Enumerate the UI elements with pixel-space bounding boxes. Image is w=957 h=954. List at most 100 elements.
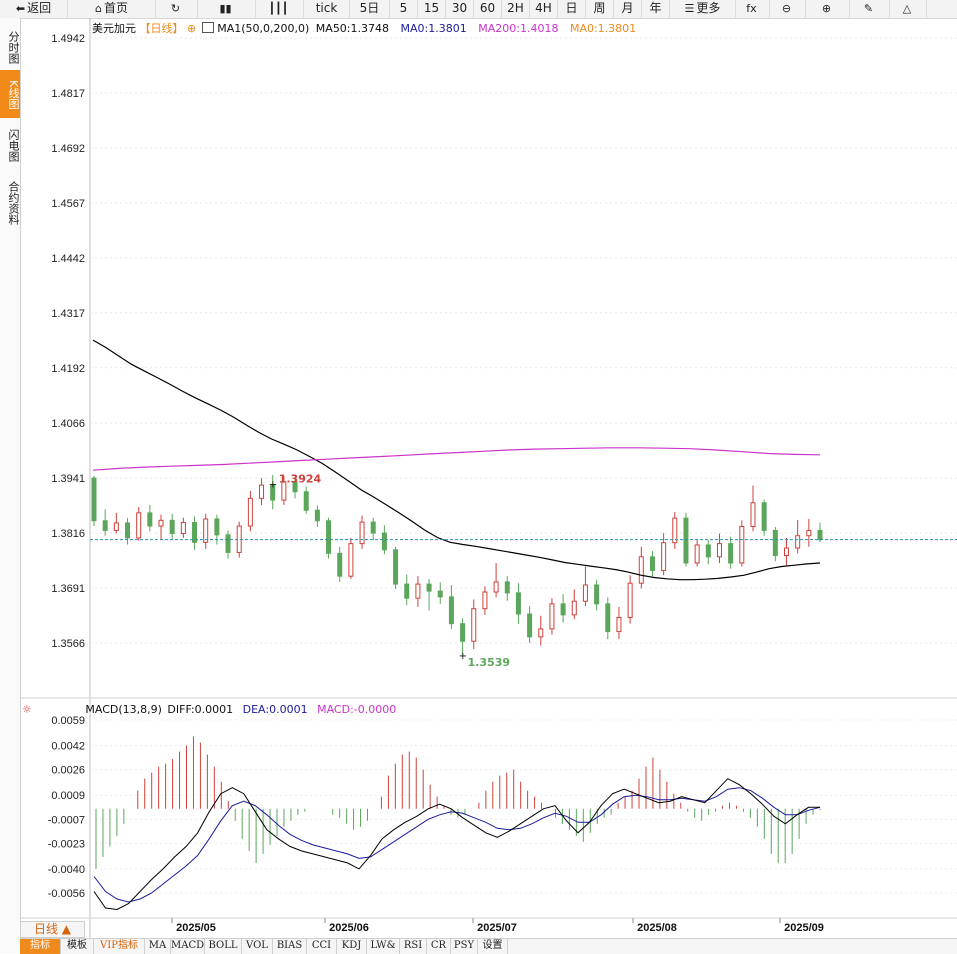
- candle-body: [761, 502, 767, 531]
- low-annotation: 1.3539: [468, 656, 510, 669]
- fx-button[interactable]: fx: [736, 0, 770, 18]
- candle-body: [214, 518, 220, 536]
- chart-type-button[interactable]: ▮▮: [198, 0, 256, 18]
- y-tick-label: 1.4817: [51, 88, 85, 100]
- period-60-label: 60: [479, 1, 496, 15]
- indicator-tab-10[interactable]: LW&: [367, 939, 400, 954]
- period-15[interactable]: 15: [418, 0, 446, 18]
- side-tab-2[interactable]: 闪电图: [7, 128, 20, 162]
- home-button[interactable]: ⌂ 首页: [68, 0, 156, 18]
- menu-icon: ☰: [684, 2, 695, 15]
- candle-body: [147, 512, 153, 527]
- candle-body: [102, 520, 108, 531]
- candle-body: [750, 502, 756, 527]
- high-annotation: 1.3924: [279, 473, 322, 486]
- candle-body: [460, 623, 466, 642]
- zoom-in-button[interactable]: ⊕: [806, 0, 850, 18]
- candle-body: [381, 532, 387, 551]
- macd-y-tick-label: -0.0040: [48, 864, 85, 876]
- settings-gear-icon[interactable]: ⊕: [187, 22, 197, 35]
- period-selector[interactable]: 日线 ▲: [20, 921, 85, 938]
- draw-button[interactable]: ✎: [850, 0, 890, 18]
- refresh-button[interactable]: ↻: [156, 0, 198, 18]
- side-tab-1[interactable]: K线图: [0, 70, 20, 118]
- indicator-tab-13[interactable]: PSY: [451, 939, 478, 954]
- period-60[interactable]: 60: [474, 0, 502, 18]
- candle-body: [247, 497, 253, 527]
- period-label: 【日线】: [139, 22, 184, 35]
- period-year[interactable]: 年: [642, 0, 670, 18]
- indicator-tab-7[interactable]: BIAS: [273, 939, 307, 954]
- indicator-tab-4[interactable]: MACD: [171, 939, 205, 954]
- candle-body: [415, 583, 421, 599]
- period-month-label: 月: [621, 1, 634, 15]
- back-button[interactable]: ⬅ 返回: [0, 0, 68, 18]
- macd-y-tick-label: 0.0042: [51, 741, 85, 753]
- indicator-tab-11[interactable]: RSI: [400, 939, 427, 954]
- candle-body: [404, 583, 410, 599]
- period-4h[interactable]: 4H: [530, 0, 558, 18]
- y-tick-label: 1.4192: [51, 363, 85, 375]
- macd-settings-icon[interactable]: ☼: [22, 703, 32, 716]
- candle-body: [806, 529, 812, 537]
- side-tabs: 分时图 K线图闪电图合约资料: [0, 18, 21, 953]
- candle-body: [605, 603, 611, 633]
- indicator-tab-8[interactable]: CCI: [307, 939, 337, 954]
- indicator-tab-9[interactable]: KDJ: [337, 939, 367, 954]
- candle-body: [113, 522, 119, 531]
- period-5d[interactable]: 5日: [350, 0, 390, 18]
- candle-body: [180, 522, 186, 535]
- indicator-tab-2[interactable]: VIP指标: [94, 939, 145, 954]
- candle-body: [169, 519, 175, 535]
- indicator-tab-1[interactable]: 模板: [61, 939, 94, 954]
- y-tick-label: 1.4442: [51, 253, 85, 265]
- ma50-line: [92, 339, 821, 581]
- macd-name: MACD(13,8,9): [85, 703, 162, 716]
- dea-line: [93, 787, 821, 903]
- period-5[interactable]: 5: [390, 0, 418, 18]
- zoom-in-icon: ⊕: [821, 2, 832, 15]
- candle-body: [448, 596, 454, 625]
- indicator-tab-14[interactable]: 设置: [478, 939, 508, 954]
- y-tick-label: 1.4066: [51, 418, 85, 430]
- period-month[interactable]: 月: [614, 0, 642, 18]
- candle-body: [158, 519, 164, 527]
- candles-button[interactable]: ┃┃┃: [256, 0, 304, 18]
- zoom-out-button[interactable]: ⊖: [770, 0, 806, 18]
- candle-body: [348, 543, 354, 577]
- side-tab-0[interactable]: 分时图: [7, 30, 20, 64]
- period-day[interactable]: 日: [558, 0, 586, 18]
- candle-body: [560, 603, 566, 616]
- period-2h[interactable]: 2H: [502, 0, 530, 18]
- indicator-tab-0[interactable]: 指标: [20, 939, 61, 954]
- ma200-label: MA200:1.4018: [478, 22, 559, 35]
- x-tick-label: 2025/06: [329, 922, 369, 934]
- candle-body: [694, 544, 700, 564]
- back-button-label: 返回: [27, 1, 52, 15]
- period-day-label: 日: [565, 1, 578, 15]
- indicator-tab-3[interactable]: MA: [145, 939, 171, 954]
- side-tab-3[interactable]: 合约资料: [7, 181, 20, 225]
- candle-body: [772, 529, 778, 557]
- candle-body: [426, 583, 432, 592]
- candle-body: [136, 512, 142, 539]
- candle-body: [716, 543, 722, 558]
- indicator-tab-5[interactable]: BOLL: [205, 939, 242, 954]
- candle-body: [661, 542, 667, 571]
- macd-legend: ☼ MACD(13,8,9) DIFF:0.0001 DEA:0.0001 MA…: [22, 703, 396, 716]
- candlestick-icon: ┃┃┃: [268, 2, 289, 15]
- period-30[interactable]: 30: [446, 0, 474, 18]
- home-button-label: 首页: [103, 1, 128, 15]
- triangle-button[interactable]: △: [890, 0, 927, 18]
- macd-y-tick-label: -0.0023: [48, 838, 85, 850]
- more-button[interactable]: ☰ 更多: [670, 0, 736, 18]
- candle-body: [527, 613, 533, 638]
- indicator-tab-6[interactable]: VOL: [242, 939, 273, 954]
- period-week[interactable]: 周: [586, 0, 614, 18]
- candle-body: [795, 535, 801, 549]
- macd-dea: DEA:0.0001: [242, 703, 308, 716]
- candle-body: [203, 518, 209, 543]
- period-tick[interactable]: tick: [304, 0, 350, 18]
- indicator-tab-12[interactable]: CR: [427, 939, 451, 954]
